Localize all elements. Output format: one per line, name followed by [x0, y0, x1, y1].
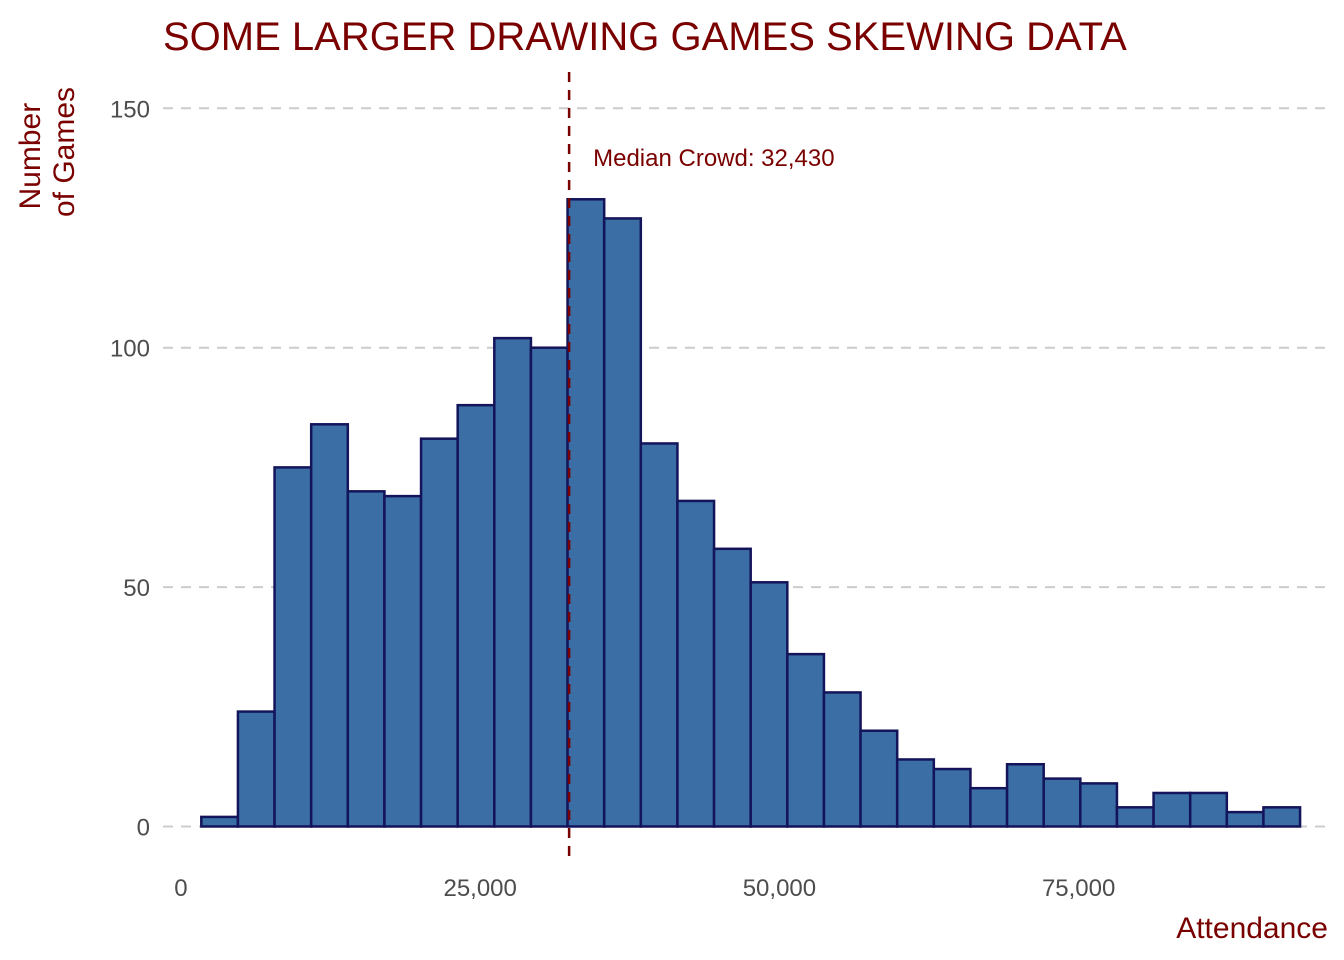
histogram-bar — [529, 346, 569, 828]
y-tick-label: 100 — [110, 336, 150, 363]
histogram-bar — [932, 767, 972, 828]
y-axis-label-line-2: of Games — [48, 87, 81, 217]
histogram-bar — [1188, 791, 1229, 828]
histogram-bar — [859, 729, 899, 828]
histogram-bar — [273, 466, 313, 828]
histogram-bar — [1079, 782, 1119, 828]
y-axis-label-line-1: Number — [14, 103, 47, 210]
x-tick-label: 0 — [174, 875, 187, 902]
histogram-bar — [383, 494, 423, 828]
histogram-bar — [1152, 791, 1192, 828]
histogram-bar — [749, 581, 789, 828]
histogram-bar — [1115, 806, 1155, 828]
histogram-bar — [200, 815, 240, 828]
y-tick-label: 150 — [110, 96, 150, 123]
histogram-bar — [1005, 762, 1045, 828]
x-tick-label: 25,000 — [443, 875, 516, 902]
y-axis-label: Number of Games — [14, 87, 81, 217]
histogram-bar — [1262, 806, 1302, 828]
histogram-bar — [712, 547, 752, 828]
histogram-bar — [456, 403, 496, 828]
histogram-bar — [969, 786, 1009, 828]
y-tick-labels: 0 50 100 150 — [110, 96, 150, 841]
x-tick-label: 75,000 — [1042, 875, 1115, 902]
x-axis-label: Attendance — [1176, 912, 1328, 945]
x-tick-label: 50,000 — [743, 875, 816, 902]
histogram-bar — [346, 490, 386, 828]
histogram-bar — [895, 758, 936, 828]
median-label: Median Crowd: 32,430 — [593, 145, 834, 172]
histogram-bar — [1042, 777, 1082, 828]
histogram-bar — [822, 691, 862, 828]
histogram-bar — [639, 442, 679, 828]
histogram-bar — [493, 336, 533, 828]
histogram-bar — [676, 499, 716, 828]
x-tick-labels: 0 25,000 50,000 75,000 — [174, 875, 1115, 902]
bars — [200, 198, 1302, 828]
y-tick-label: 0 — [137, 814, 150, 841]
histogram-bar — [602, 217, 643, 828]
histogram-bar — [309, 423, 350, 828]
histogram-bar — [236, 710, 276, 828]
chart-title: SOME LARGER DRAWING GAMES SKEWING DATA — [163, 15, 1127, 59]
histogram-bar — [566, 198, 606, 828]
y-tick-label: 50 — [123, 575, 150, 602]
histogram-bar — [1225, 810, 1265, 828]
histogram-bar — [786, 652, 826, 828]
histogram-bar — [419, 437, 459, 828]
